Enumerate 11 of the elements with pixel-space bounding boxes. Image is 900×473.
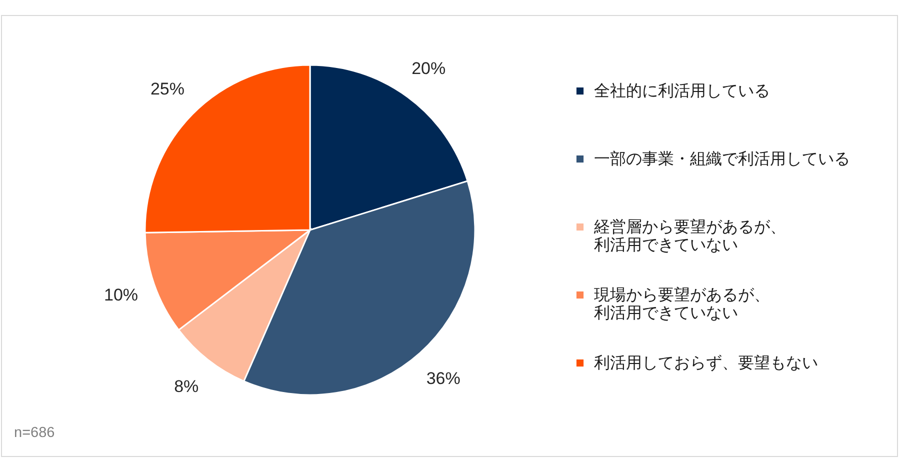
data-label: 8% bbox=[174, 377, 199, 396]
legend-label: 経営層から要望があるが、利活用できていない bbox=[593, 218, 786, 254]
legend-label: 利活用しておらず、要望もない bbox=[594, 354, 818, 372]
legend-label: 一部の事業・組織で利活用している bbox=[594, 150, 850, 168]
data-label: 20% bbox=[412, 58, 446, 78]
text: n=686 bbox=[14, 425, 55, 441]
data-label: 25% bbox=[150, 80, 184, 99]
legend-label: 現場から要望があるが、利活用できていない bbox=[594, 286, 770, 322]
data-label: 10% bbox=[104, 285, 138, 304]
data-label: 36% bbox=[426, 369, 460, 388]
legend-label: 全社的に利活用している bbox=[594, 82, 770, 100]
